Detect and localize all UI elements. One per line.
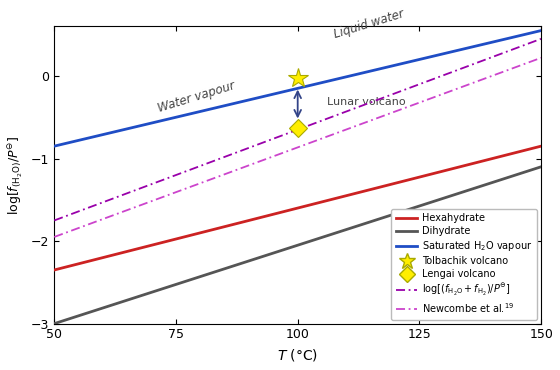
Y-axis label: $\log[f_{\rm (H_2O)}/P^{\ominus}]$: $\log[f_{\rm (H_2O)}/P^{\ominus}]$ — [7, 135, 25, 215]
Text: Lunar volcano: Lunar volcano — [327, 97, 405, 107]
Text: Water vapour: Water vapour — [156, 79, 237, 115]
X-axis label: $T$ (°C): $T$ (°C) — [277, 347, 318, 363]
Legend: Hexahydrate, Dihydrate, Saturated H$_2$O vapour, Tolbachik volcano, Lengai volca: Hexahydrate, Dihydrate, Saturated H$_2$O… — [391, 209, 537, 320]
Text: Liquid water: Liquid water — [332, 7, 405, 41]
